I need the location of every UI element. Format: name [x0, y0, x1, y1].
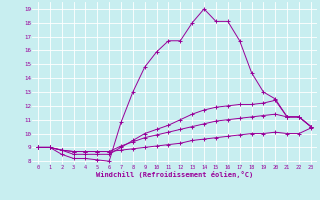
X-axis label: Windchill (Refroidissement éolien,°C): Windchill (Refroidissement éolien,°C) [96, 171, 253, 178]
